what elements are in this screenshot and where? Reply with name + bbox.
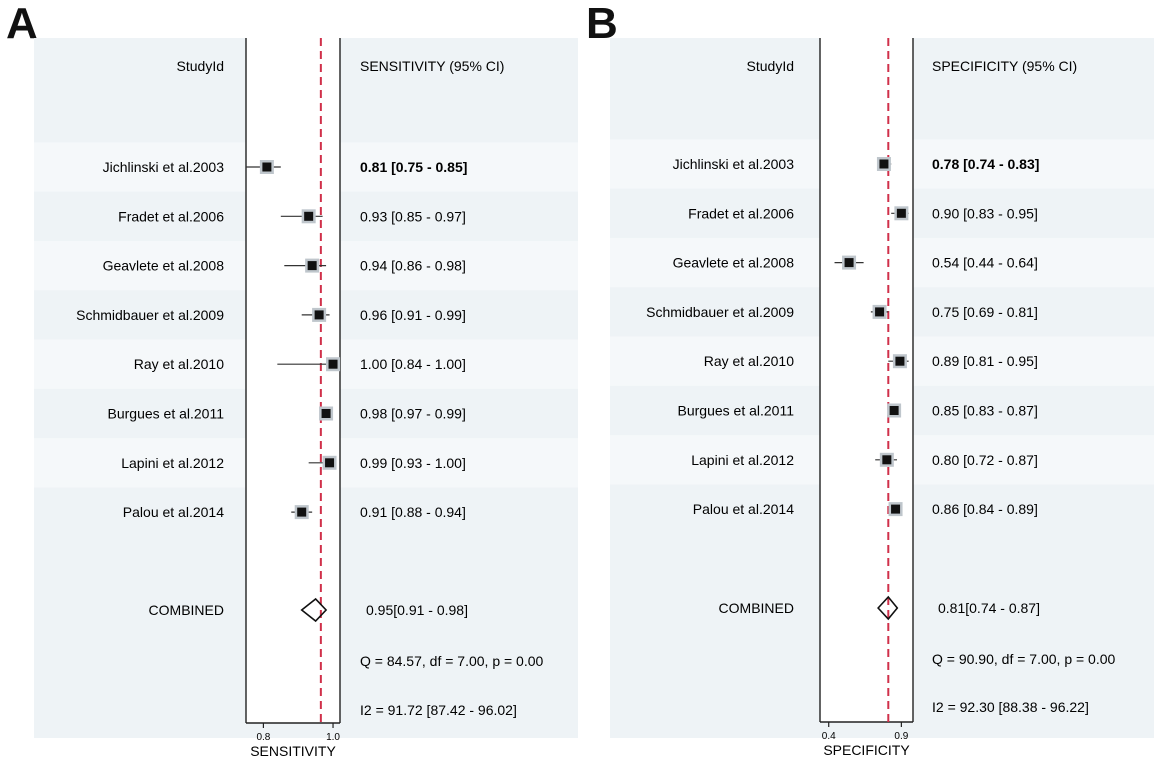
study-estimate-text: 1.00 [0.84 - 1.00] bbox=[360, 356, 466, 372]
point-estimate bbox=[879, 160, 888, 169]
study-estimate-text: 0.80 [0.72 - 0.87] bbox=[932, 452, 1038, 468]
forest-plot-a: StudyId SENSITIVITY (95% CI) Jichlinski et… bbox=[0, 0, 580, 765]
combined-label: COMBINED bbox=[719, 600, 794, 616]
point-estimate bbox=[895, 357, 904, 366]
study-label: Schmidbauer et al.2009 bbox=[646, 304, 794, 320]
combined-estimate-text: 0.95[0.91 - 0.98] bbox=[366, 602, 468, 618]
study-label: Geavlete et al.2008 bbox=[103, 258, 225, 274]
study-label: Ray et al.2010 bbox=[134, 356, 224, 372]
forest-plot-b: StudyId SPECIFICITY (95% CI) Jichlinski et… bbox=[580, 0, 1156, 765]
point-estimate bbox=[308, 261, 317, 270]
study-estimate-text: 0.93 [0.85 - 0.97] bbox=[360, 208, 466, 224]
x-tick-label: 0.8 bbox=[256, 732, 270, 743]
study-label: Fradet et al.2006 bbox=[688, 205, 794, 221]
point-estimate bbox=[329, 360, 338, 369]
point-estimate bbox=[325, 458, 334, 467]
plot-area bbox=[820, 38, 913, 722]
panel-a: A StudyId SENSITIVITY (95% CI) Jichlinski … bbox=[0, 0, 580, 765]
point-estimate bbox=[297, 508, 306, 517]
study-estimate-text: 0.85 [0.83 - 0.87] bbox=[932, 403, 1038, 419]
metric-header: SPECIFICITY (95% CI) bbox=[932, 58, 1077, 74]
study-label: Palou et al.2014 bbox=[123, 504, 224, 520]
study-label: Jichlinski et al.2003 bbox=[673, 156, 795, 172]
study-estimate-text: 0.96 [0.91 - 0.99] bbox=[360, 307, 466, 323]
i2-statistic: I2 = 92.30 [88.38 - 96.22] bbox=[932, 699, 1089, 715]
study-estimate-text: 0.98 [0.97 - 0.99] bbox=[360, 406, 466, 422]
point-estimate bbox=[304, 212, 313, 221]
x-tick-label: 1.0 bbox=[326, 732, 340, 743]
study-header: StudyId bbox=[747, 58, 794, 74]
study-label: Burgues et al.2011 bbox=[108, 406, 225, 422]
study-estimate-text: 0.86 [0.84 - 0.89] bbox=[932, 501, 1038, 517]
combined-estimate-text: 0.81[0.74 - 0.87] bbox=[938, 600, 1040, 616]
point-estimate bbox=[882, 455, 891, 464]
study-estimate-text: 0.78 [0.74 - 0.83] bbox=[932, 156, 1039, 172]
study-estimate-text: 0.81 [0.75 - 0.85] bbox=[360, 159, 467, 175]
study-label: Palou et al.2014 bbox=[693, 501, 794, 517]
point-estimate bbox=[315, 310, 324, 319]
x-tick-label: 0.9 bbox=[894, 731, 908, 742]
study-estimate-text: 0.91 [0.88 - 0.94] bbox=[360, 504, 466, 520]
q-statistic: Q = 90.90, df = 7.00, p = 0.00 bbox=[932, 651, 1116, 667]
plot-area bbox=[246, 38, 340, 723]
study-label: Fradet et al.2006 bbox=[118, 208, 224, 224]
point-estimate bbox=[262, 163, 271, 172]
point-estimate bbox=[875, 307, 884, 316]
metric-header: SENSITIVITY (95% CI) bbox=[360, 58, 504, 74]
x-axis-title: SENSITIVITY bbox=[250, 743, 336, 759]
study-estimate-text: 0.99 [0.93 - 1.00] bbox=[360, 455, 466, 471]
study-estimate-text: 0.75 [0.69 - 0.81] bbox=[932, 304, 1038, 320]
study-label: Lapini et al.2012 bbox=[691, 452, 794, 468]
study-estimate-text: 0.90 [0.83 - 0.95] bbox=[932, 205, 1038, 221]
x-axis-title: SPECIFICITY bbox=[823, 742, 910, 758]
study-label: Schmidbauer et al.2009 bbox=[76, 307, 224, 323]
point-estimate bbox=[890, 406, 899, 415]
point-estimate bbox=[891, 505, 900, 514]
q-statistic: Q = 84.57, df = 7.00, p = 0.00 bbox=[360, 653, 544, 669]
combined-label: COMBINED bbox=[149, 602, 224, 618]
study-estimate-text: 0.89 [0.81 - 0.95] bbox=[932, 353, 1038, 369]
study-label: Jichlinski et al.2003 bbox=[103, 159, 225, 175]
study-estimate-text: 0.54 [0.44 - 0.64] bbox=[932, 255, 1038, 271]
point-estimate bbox=[897, 209, 906, 218]
i2-statistic: I2 = 91.72 [87.42 - 96.02] bbox=[360, 702, 517, 718]
panel-b: B StudyId SPECIFICITY (95% CI) Jichlinski … bbox=[580, 0, 1156, 765]
point-estimate bbox=[322, 409, 331, 418]
study-header: StudyId bbox=[177, 58, 224, 74]
x-tick-label: 0.4 bbox=[822, 731, 836, 742]
study-label: Lapini et al.2012 bbox=[121, 455, 224, 471]
study-label: Burgues et al.2011 bbox=[678, 403, 795, 419]
point-estimate bbox=[845, 258, 854, 267]
study-label: Ray et al.2010 bbox=[704, 353, 794, 369]
study-label: Geavlete et al.2008 bbox=[673, 255, 795, 271]
study-estimate-text: 0.94 [0.86 - 0.98] bbox=[360, 258, 466, 274]
